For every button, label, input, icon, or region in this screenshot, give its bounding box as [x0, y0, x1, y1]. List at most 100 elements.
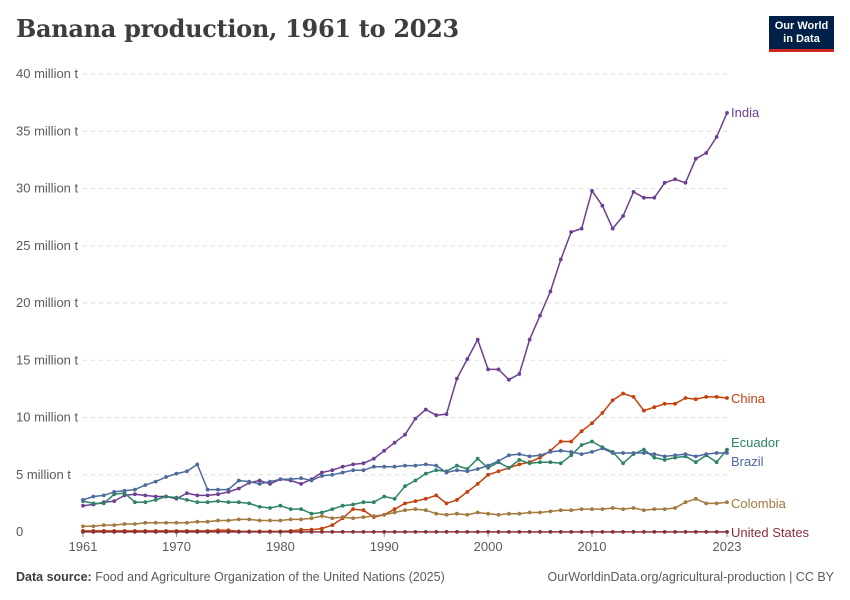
data-point-india-1996 [444, 412, 449, 416]
y-tick-label-2: 10 million t [16, 410, 79, 425]
data-point-brazil-2015 [642, 451, 646, 455]
data-point-colombia-1986 [340, 515, 345, 519]
series-label-ecuador: Ecuador [731, 435, 780, 450]
data-point-ecuador-1987 [351, 502, 355, 507]
data-point-india-1995 [434, 413, 439, 418]
data-point-ecuador-1968 [153, 498, 158, 502]
data-point-colombia-1977 [247, 517, 252, 522]
data-point-united-states-2013 [621, 530, 625, 534]
data-point-colombia-1996 [444, 512, 449, 517]
data-point-ecuador-2002 [507, 466, 511, 470]
data-point-united-states-2021 [704, 530, 709, 534]
data-point-china-1998 [465, 490, 470, 494]
data-point-united-states-1976 [236, 530, 241, 534]
data-point-china-2022 [714, 395, 719, 399]
data-point-united-states-1982 [299, 530, 303, 534]
data-point-united-states-2011 [600, 530, 605, 534]
y-tick-label-4: 20 million t [16, 295, 79, 310]
data-point-india-1966 [133, 492, 137, 497]
data-point-india-1993 [413, 416, 418, 421]
data-point-china-1984 [320, 526, 324, 531]
data-point-united-states-1985 [330, 530, 335, 534]
owid-logo[interactable]: Our World in Data [769, 16, 834, 52]
data-point-colombia-1968 [153, 520, 158, 525]
data-point-india-2009 [579, 226, 584, 231]
data-point-colombia-1998 [465, 512, 470, 517]
data-point-china-1992 [403, 501, 407, 506]
data-point-united-states-1996 [444, 530, 449, 534]
data-point-brazil-1966 [133, 487, 137, 492]
logo-line-1: Our World [774, 20, 829, 32]
data-point-united-states-1977 [247, 530, 252, 534]
data-point-united-states-2006 [548, 530, 553, 534]
y-tick-label-1: 5 million t [16, 467, 71, 482]
data-point-brazil-2012 [610, 451, 615, 455]
data-point-india-2004 [527, 337, 532, 342]
data-point-colombia-1971 [185, 520, 189, 525]
data-point-colombia-2006 [548, 509, 553, 514]
data-point-brazil-1974 [216, 487, 220, 492]
data-source-label: Data source: [16, 570, 92, 584]
chart-title: Banana production, 1961 to 2023 [16, 14, 459, 43]
series-line-india [82, 112, 728, 507]
data-point-ecuador-1993 [413, 478, 418, 483]
data-point-colombia-2007 [558, 508, 563, 513]
data-point-india-1984 [320, 470, 324, 475]
data-point-china-1985 [330, 523, 335, 527]
y-tick-label-8: 40 million t [16, 66, 79, 81]
data-point-brazil-2019 [683, 452, 688, 456]
data-point-brazil-1986 [340, 470, 345, 475]
data-point-united-states-2016 [652, 530, 657, 534]
data-point-united-states-1988 [361, 530, 366, 534]
data-point-brazil-1970 [174, 471, 179, 476]
data-point-brazil-1976 [236, 478, 241, 483]
x-tick-label-0: 1961 [69, 539, 98, 554]
data-point-ecuador-2005 [538, 460, 542, 465]
data-point-india-2000 [486, 367, 490, 372]
data-point-brazil-2018 [673, 453, 677, 458]
data-point-colombia-1962 [91, 524, 96, 529]
data-point-china-1988 [361, 508, 366, 513]
data-point-china-2000 [486, 472, 490, 477]
data-point-colombia-1974 [216, 518, 220, 523]
data-point-india-2022 [714, 135, 719, 139]
data-point-brazil-1967 [143, 483, 148, 487]
data-point-colombia-1993 [413, 507, 418, 511]
data-point-united-states-1981 [288, 530, 293, 534]
data-point-brazil-2009 [579, 452, 584, 456]
data-point-china-2007 [558, 439, 563, 444]
data-point-india-2001 [496, 367, 501, 372]
data-point-brazil-1998 [465, 469, 470, 474]
data-point-brazil-1980 [278, 477, 283, 482]
data-point-india-2008 [569, 230, 574, 234]
data-point-ecuador-1991 [392, 496, 397, 501]
data-point-colombia-1972 [195, 519, 200, 524]
data-point-india-1964 [112, 499, 117, 503]
data-point-ecuador-1981 [288, 507, 293, 511]
data-point-united-states-1965 [122, 530, 127, 534]
data-point-brazil-2005 [538, 453, 542, 458]
data-point-brazil-1984 [320, 474, 324, 478]
data-point-united-states-1991 [392, 530, 397, 534]
data-point-china-2023 [725, 396, 729, 400]
data-point-brazil-1961 [81, 498, 85, 502]
data-point-united-states-1995 [434, 530, 439, 534]
data-point-india-1971 [185, 491, 189, 495]
data-point-colombia-1995 [434, 511, 439, 516]
data-point-ecuador-2010 [590, 439, 594, 444]
data-point-united-states-2010 [590, 530, 594, 534]
data-point-ecuador-1994 [423, 471, 428, 476]
data-point-united-states-2004 [527, 530, 532, 534]
data-point-united-states-2008 [569, 530, 574, 534]
data-point-colombia-1964 [112, 523, 117, 527]
data-point-colombia-1982 [299, 517, 303, 522]
data-point-ecuador-1973 [205, 500, 210, 505]
data-point-united-states-2000 [486, 530, 490, 534]
source-url-link[interactable]: OurWorldinData.org/agricultural-producti… [547, 570, 834, 584]
y-tick-label-7: 35 million t [16, 123, 79, 138]
x-tick-label-6: 2023 [713, 539, 742, 554]
data-point-ecuador-2008 [569, 453, 574, 458]
data-point-brazil-2017 [662, 454, 667, 459]
data-point-colombia-1965 [122, 522, 127, 526]
data-point-colombia-1997 [455, 511, 459, 516]
